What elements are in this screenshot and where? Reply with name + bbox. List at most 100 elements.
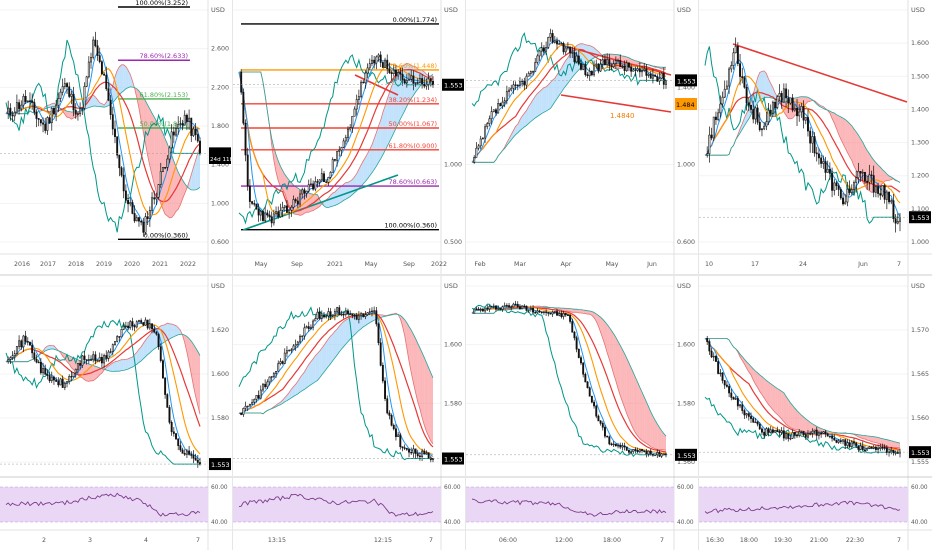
x-tick-label: 18:00 xyxy=(603,537,621,544)
candle-body xyxy=(375,56,378,64)
candle-body xyxy=(774,429,777,433)
candle-body xyxy=(364,314,367,317)
cloud-segment xyxy=(284,395,287,402)
candle-body xyxy=(534,62,537,72)
cloud-segment xyxy=(367,313,370,325)
candle-body xyxy=(505,305,508,307)
y-tick-label: 1.400 xyxy=(677,84,695,91)
cloud-segment xyxy=(519,116,523,131)
candle-body xyxy=(151,197,153,211)
candle-body xyxy=(706,153,709,156)
candle-body xyxy=(807,117,809,132)
candle-body xyxy=(538,50,541,57)
chikou-span xyxy=(5,318,200,465)
trend-line xyxy=(242,174,399,231)
candle-body xyxy=(723,380,726,386)
cloud-segment xyxy=(740,123,743,134)
cloud-segment xyxy=(130,356,133,369)
cloud-segment xyxy=(330,334,333,364)
panel-1[interactable]: 100.00%(3.252) 78.60%(2.633) 61.80%(2.153)… xyxy=(0,0,232,274)
tenkan-sen xyxy=(5,51,201,224)
fib-label: 78.60%(2.633) xyxy=(140,52,188,60)
candle-body xyxy=(111,114,114,130)
candle-body xyxy=(172,131,175,136)
candle-body xyxy=(316,311,319,319)
candle-body xyxy=(708,341,711,352)
candle-body xyxy=(870,446,873,449)
candle-body xyxy=(532,308,534,313)
candle-body xyxy=(521,80,524,83)
panel-2[interactable]: 0.00%(1.774) 23.60%(1.448) 38.20%(1.234) 50… xyxy=(233,0,465,274)
candle-body xyxy=(248,403,251,407)
cloud-segment xyxy=(559,67,562,96)
panel-6[interactable]: USD1.6001.5801.5601.55360.0040.0013:1512… xyxy=(233,276,465,550)
candle-body xyxy=(37,118,40,120)
candle-body xyxy=(540,47,543,52)
cloud-segment xyxy=(315,194,318,210)
candle-body xyxy=(142,322,145,326)
cloud-segment xyxy=(415,66,418,93)
candle-body xyxy=(7,359,10,362)
cloud-segment xyxy=(371,313,375,322)
cloud-segment xyxy=(893,441,896,448)
x-tick-label: 24 xyxy=(799,261,807,268)
candle-body xyxy=(780,93,783,103)
panel-8[interactable]: USD 1.570 1.565 1.560 1.555 1.553 60.00 40.00 16… xyxy=(699,276,932,550)
cloud-segment xyxy=(297,377,301,394)
cloud-segment xyxy=(345,182,348,200)
y-tick-label: 1.580 xyxy=(444,400,462,407)
candle-body xyxy=(423,450,426,455)
cloud-segment xyxy=(341,321,344,350)
candle-body xyxy=(146,319,149,329)
candle-body xyxy=(107,351,110,359)
cloud-segment xyxy=(147,105,150,167)
candle-body xyxy=(874,446,877,450)
candle-body xyxy=(336,307,339,312)
candle-body xyxy=(116,136,119,156)
cloud-segment xyxy=(143,96,146,144)
candle-body xyxy=(379,342,382,366)
candle-body xyxy=(18,102,21,110)
candle-body xyxy=(347,128,349,138)
rsi-line xyxy=(471,498,667,517)
candle-body xyxy=(512,84,515,89)
candle-body xyxy=(144,216,147,233)
candle-body xyxy=(826,168,829,173)
cloud-segment xyxy=(797,410,800,431)
candle-body xyxy=(793,107,796,111)
candle-body xyxy=(532,71,534,73)
cloud-segment xyxy=(389,86,392,143)
cloud-segment xyxy=(125,66,129,89)
panel-4[interactable]: USD 1.600 1.500 1.400 1.300 1.200 1.100 1.000 1.… xyxy=(699,0,932,274)
cloud-segment xyxy=(546,84,549,112)
candle-body xyxy=(325,181,328,183)
cloud-segment xyxy=(337,326,340,356)
candle-body xyxy=(597,63,600,72)
panel-5[interactable]: USD1.6201.6001.5801.5601.55360.0040.0023… xyxy=(0,276,232,550)
candle-body xyxy=(573,52,576,63)
candle-body xyxy=(584,373,587,383)
cloud-segment xyxy=(585,310,588,315)
cloud-segment xyxy=(764,70,767,98)
candle-body xyxy=(481,137,484,140)
y-tick-label: 1.500 xyxy=(911,73,929,80)
cloud-segment xyxy=(128,70,131,88)
price-tag: 1.553 xyxy=(442,452,464,465)
candle-body xyxy=(392,69,395,74)
candle-body xyxy=(842,439,844,442)
price-tag-label: 1.553 xyxy=(677,452,696,460)
candle-body xyxy=(756,107,759,123)
candle-body xyxy=(855,442,858,447)
cloud-segment xyxy=(652,416,656,449)
candle-body xyxy=(46,117,49,131)
candle-body xyxy=(634,449,637,451)
cloud-segment xyxy=(746,361,749,372)
x-tick-label: 3 xyxy=(88,537,92,544)
candle-body xyxy=(11,114,14,117)
candle-body xyxy=(323,314,325,318)
panel-7[interactable]: USD 1.600 1.580 1.560 1.553 60.00 40.00 06:00 12… xyxy=(466,276,698,550)
candle-body xyxy=(296,341,299,345)
candle-body xyxy=(597,415,600,422)
fib-label: 61.80%(2.153) xyxy=(140,91,188,99)
panel-3[interactable]: USD 1.400 1.000 0.600 1.553 1.484 1.4840 Feb Mar… xyxy=(466,0,698,274)
